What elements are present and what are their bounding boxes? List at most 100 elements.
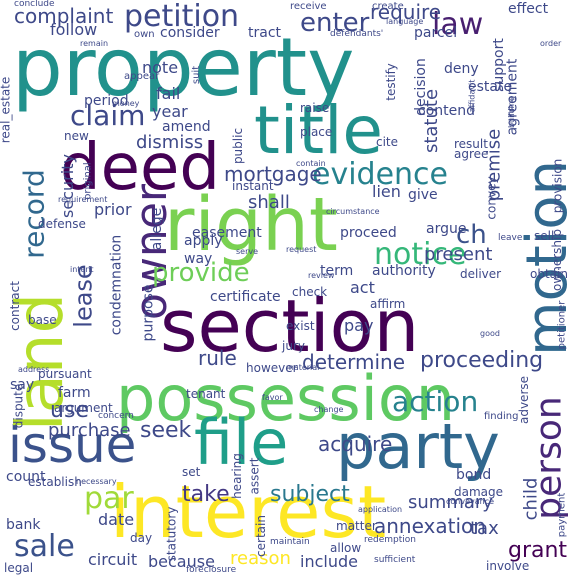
- word-property: property: [12, 21, 355, 114]
- word-allow: allow: [330, 541, 362, 555]
- word-affidavit: affidavit: [467, 79, 477, 113]
- word-petitioner: petitioner: [556, 300, 568, 350]
- word-section: section: [160, 284, 420, 368]
- word-conveyance: conveyance: [446, 497, 495, 506]
- word-mortgage: mortgage: [224, 162, 322, 186]
- word-file: file: [194, 406, 289, 479]
- word-application: application: [358, 505, 403, 514]
- word-period: period: [84, 93, 129, 109]
- word-year: year: [152, 102, 188, 121]
- word-day: day: [130, 531, 153, 545]
- word-exist: exist: [286, 319, 315, 333]
- word-proceeding: proceeding: [420, 348, 544, 373]
- word-pursuant: pursuant: [38, 367, 92, 381]
- word-good: good: [480, 329, 500, 338]
- word-defense: defense: [38, 217, 86, 231]
- word-contract: contract: [7, 281, 22, 331]
- word-decision: decision: [412, 58, 429, 116]
- word-matter: matter: [336, 519, 377, 533]
- word-review: review: [308, 271, 335, 280]
- word-reason: reason: [230, 548, 291, 569]
- word-bank: bank: [6, 517, 41, 533]
- word-complaint: complaint: [14, 4, 114, 28]
- word-conclude: conclude: [14, 0, 55, 9]
- word-bond: bond: [456, 467, 492, 483]
- word-effect: effect: [508, 1, 549, 17]
- word-allege: allege: [149, 207, 166, 251]
- word-establish: establish: [28, 475, 82, 489]
- word-authority: authority: [372, 263, 436, 279]
- word-appear: appear: [124, 71, 160, 82]
- word-term: term: [320, 263, 354, 279]
- word-deliver: deliver: [460, 267, 502, 281]
- word-money: money: [112, 99, 140, 108]
- word-issue: issue: [8, 416, 137, 474]
- word-damage: damage: [454, 485, 504, 499]
- word-jury: jury: [282, 339, 305, 353]
- word-circuit: circuit: [88, 550, 138, 569]
- word-say: say: [10, 377, 35, 393]
- word-real_estate: real_estate: [0, 76, 13, 144]
- word-act: act: [350, 278, 375, 297]
- word-because: because: [148, 552, 215, 571]
- word-evidence: evidence: [312, 157, 449, 192]
- word-summary: summary: [408, 492, 493, 513]
- word-place: place: [300, 125, 333, 139]
- word-request: request: [286, 245, 317, 254]
- word-deed: deed: [60, 131, 220, 205]
- word-new: new: [64, 129, 89, 143]
- word-farm: farm: [58, 385, 91, 401]
- word-sale: sale: [14, 529, 75, 564]
- word-result: result: [454, 137, 488, 151]
- word-favor: favor: [262, 393, 283, 402]
- word-possession: possession: [116, 362, 456, 435]
- word-dismiss: dismiss: [136, 132, 204, 153]
- word-receive: receive: [290, 1, 327, 12]
- word-interest: interest: [110, 470, 387, 554]
- word-dispute: dispute: [11, 383, 26, 429]
- word-testify: testify: [383, 63, 398, 101]
- word-suit: suit: [191, 65, 203, 85]
- word-check: check: [292, 285, 328, 299]
- word-necessary: necessary: [76, 477, 117, 486]
- word-cite: cite: [376, 135, 399, 149]
- word-party: party: [336, 410, 500, 483]
- word-sufficient: sufficient: [374, 555, 416, 565]
- word-ownership: ownership: [549, 229, 564, 291]
- word-estate: estate: [468, 79, 513, 95]
- word-obtain: obtain: [530, 267, 568, 281]
- word-date: date: [98, 510, 135, 529]
- word-provision: provision: [550, 158, 565, 214]
- word-child: child: [520, 477, 542, 521]
- word-security: security: [57, 154, 77, 218]
- word-lien: lien: [372, 182, 401, 201]
- word-payment: payment: [556, 492, 568, 538]
- word-notice: notice: [374, 237, 467, 272]
- word-action: action: [392, 385, 479, 418]
- word-amend: amend: [162, 119, 211, 135]
- word-serve: serve: [236, 247, 259, 256]
- word-apply: apply: [184, 233, 223, 249]
- word-involve: involve: [486, 559, 530, 573]
- word-requirement: requirement: [58, 195, 108, 204]
- word-finding: finding: [484, 411, 519, 422]
- word-defendants: defendants': [330, 29, 384, 39]
- word-foreclosure: foreclosure: [186, 565, 237, 575]
- word-create: create: [372, 1, 404, 12]
- word-tract: tract: [248, 25, 282, 41]
- word-instant: instant: [232, 179, 274, 193]
- word-convey: convey: [484, 176, 499, 220]
- word-deny: deny: [444, 61, 479, 77]
- word-provide: provide: [152, 258, 250, 288]
- word-condemnation: condemnation: [108, 234, 125, 336]
- word-shall: shall: [248, 192, 290, 213]
- word-claim: claim: [70, 99, 146, 132]
- word-rule: rule: [198, 346, 237, 370]
- word-count: count: [6, 469, 46, 485]
- word-par: par: [84, 481, 134, 516]
- word-adverse: adverse: [517, 375, 532, 425]
- word-own: own: [134, 29, 155, 40]
- word-grant: grant: [508, 538, 568, 563]
- word-leave: leave: [498, 233, 523, 243]
- word-include: include: [300, 552, 358, 571]
